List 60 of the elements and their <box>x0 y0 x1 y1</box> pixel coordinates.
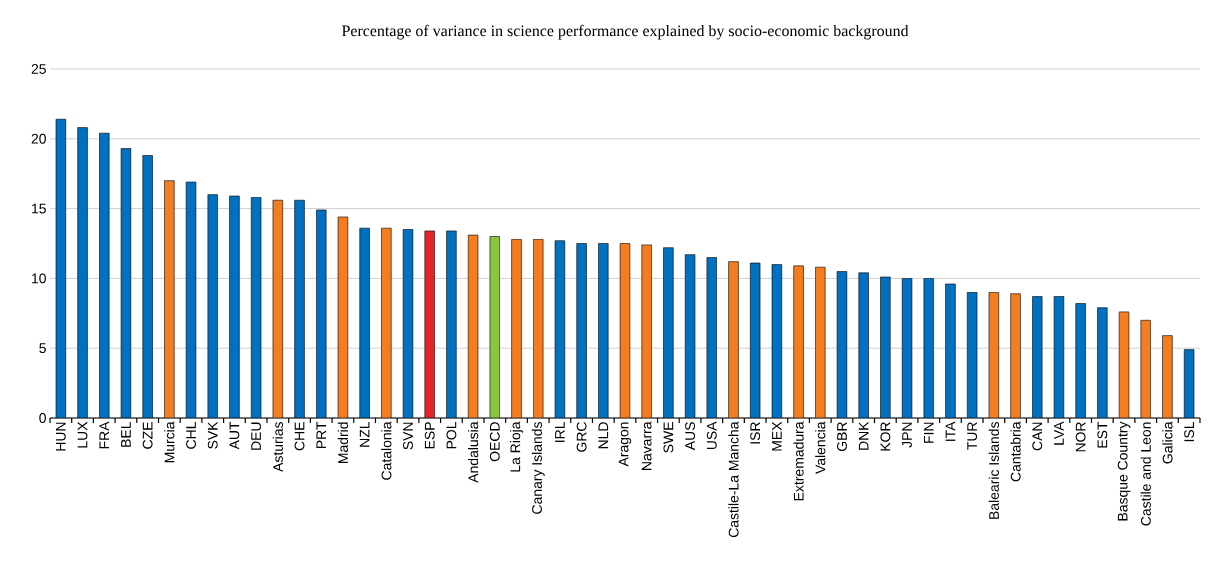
x-tick-label: ISR <box>750 422 761 444</box>
x-tick-label: Castile and Leon <box>1140 422 1151 526</box>
x-tick-label: FRA <box>99 421 110 449</box>
x-tick-label: OECD <box>489 422 500 462</box>
x-tick-label: SVN <box>403 422 413 450</box>
x-tick-label: AUS <box>685 422 696 451</box>
x-tick-label: JPN <box>902 422 912 448</box>
x-tick-label: Catalonia <box>381 421 392 480</box>
x-tick-label: Aragon <box>618 422 632 467</box>
x-tick-label: FIN <box>923 422 934 443</box>
x-tick-label: Andalusia <box>467 421 479 483</box>
x-tick-label: CZE <box>142 422 153 449</box>
y-tick-label: 20 <box>31 133 46 144</box>
x-tick-label: CHL <box>186 421 196 449</box>
x-tick-label: NOR <box>1075 422 1086 452</box>
x-tick-label: Basque Country <box>1117 421 1131 521</box>
x-tick-label: TUR <box>967 422 978 450</box>
x-tick-label: SVK <box>207 421 218 449</box>
x-tick-label: USA <box>706 421 717 450</box>
x-tick-label: ITA <box>945 421 956 441</box>
x-tick-label: Canary Islands <box>531 422 545 514</box>
x-tick-label: NZL <box>359 421 370 447</box>
x-tick-label: Murcia <box>164 421 175 463</box>
x-tick-label: MEX <box>772 421 782 451</box>
x-tick-label: Asturias <box>272 422 283 472</box>
x-tick-label: Castile-La Mancha <box>728 421 739 538</box>
x-tick-label: LUX <box>77 421 88 448</box>
x-tick-label: CAN <box>1032 422 1043 451</box>
x-tick-label: BEL <box>121 421 131 447</box>
x-tick-label: Cantabria <box>1010 421 1021 482</box>
x-tick-label: La Rioja <box>510 421 524 472</box>
x-tick-label: PRT <box>316 421 327 449</box>
x-tick-label: DEU <box>251 422 262 450</box>
x-tick-label: EST <box>1097 421 1108 448</box>
chart-title: Percentage of variance in science performance explained by socio-economic background <box>341 24 909 40</box>
x-tick-label: ESP <box>424 422 435 449</box>
x-tick-label: Valencia <box>815 421 826 474</box>
x-tick-label: POL <box>446 421 457 449</box>
x-tick-label: ISL <box>1184 421 1195 442</box>
y-tick-label: 10 <box>32 273 46 284</box>
y-tick-label: 15 <box>32 203 46 214</box>
x-tick-label: DNK <box>858 421 869 450</box>
x-tick-label: CHE <box>294 422 305 451</box>
y-tick-label: 0 <box>39 413 46 423</box>
x-tick-label: GRC <box>576 422 587 452</box>
y-tick-label: 25 <box>31 64 46 74</box>
x-tick-label: IRL <box>555 421 565 442</box>
x-tick-label: AUT <box>229 421 240 450</box>
x-tick-label: NLD <box>598 422 609 449</box>
y-tick-label: 5 <box>39 343 46 354</box>
x-tick-label: LVA <box>1054 421 1064 445</box>
x-tick-label: Navarra <box>641 421 652 470</box>
x-tick-label: Madrid <box>337 422 349 463</box>
x-tick-label: Extremadura <box>793 421 804 501</box>
x-tick-label: Galicia <box>1162 421 1173 464</box>
x-tick-label: GBR <box>837 422 847 452</box>
x-tick-label: SWE <box>663 422 674 453</box>
x-tick-label: KOR <box>880 422 891 451</box>
x-tick-label: Balearic Islands <box>988 422 999 519</box>
x-tick-label: HUN <box>56 422 66 451</box>
